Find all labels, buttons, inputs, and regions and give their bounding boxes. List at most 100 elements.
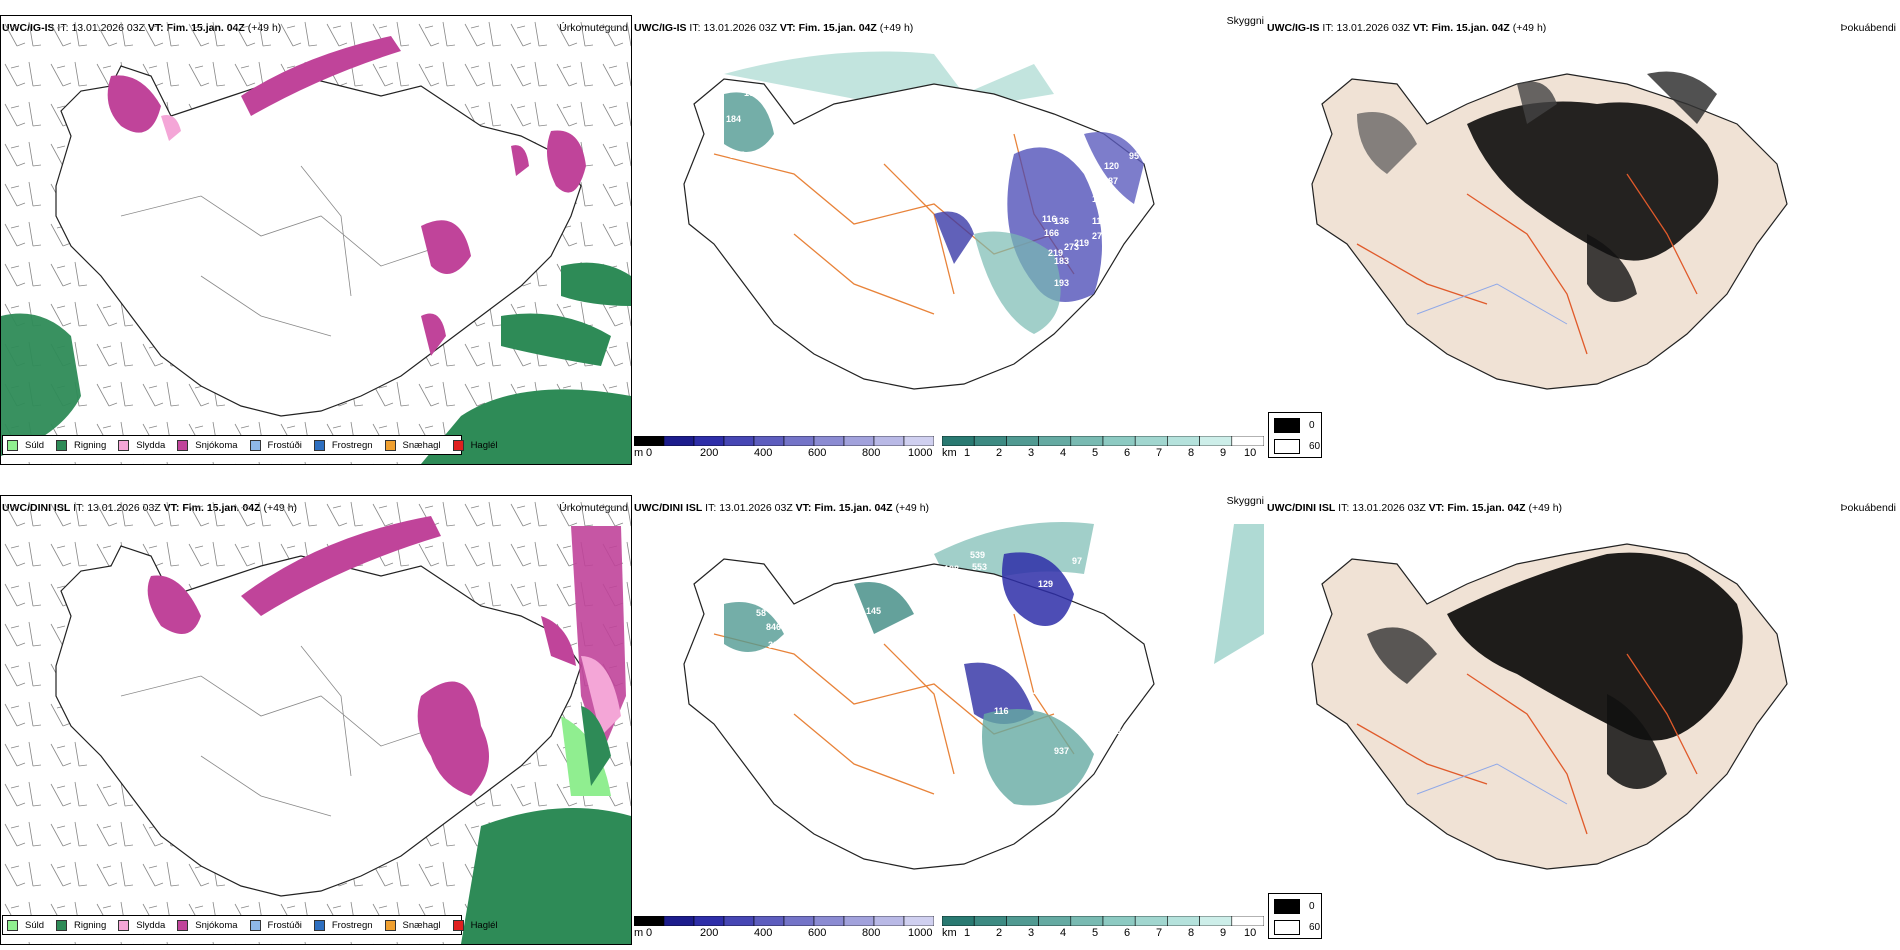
precip-type-map-1[interactable] — [0, 15, 632, 465]
tick: 400 — [754, 447, 773, 459]
colorbar-swatch — [813, 916, 845, 926]
panel-title-cloudbase-2: Skyggni — [1226, 495, 1264, 507]
station-label: 705 — [1064, 692, 1079, 702]
station-label: 451 — [1129, 136, 1144, 146]
fog-map-2[interactable] — [1267, 514, 1900, 909]
snow-area — [241, 36, 401, 116]
station-label: 110 — [1092, 588, 1107, 598]
colorbar-swatch — [903, 916, 934, 926]
legend-item-frostudi: Frostúði — [249, 919, 302, 931]
colorbar-swatch — [843, 436, 875, 446]
station-label: 203 — [924, 568, 939, 578]
colorbar-swatch — [753, 436, 785, 446]
colorbar-swatch — [723, 436, 755, 446]
header-fog-1: UWC/IG-IS IT: 13.01.2026 03Z VT: Fim. 15… — [1267, 22, 1547, 34]
colorbar-swatch — [1006, 916, 1039, 926]
fog-map-1[interactable] — [1267, 34, 1900, 429]
visibility-unit: km — [942, 927, 957, 939]
cloudbase-map-1[interactable]: 16 263 184 92 190 451 95 120 116 136 164… — [634, 34, 1264, 429]
colorbar-swatch — [1134, 436, 1168, 446]
cloudbase-colorbar-1: m 0 200 400 600 800 1000 — [634, 436, 934, 466]
tick: 1 — [964, 927, 971, 939]
cloudbase-map-2[interactable]: 97 129 203 198 539 553 520 110 145 846 3… — [634, 514, 1264, 909]
tick: 5 — [1092, 447, 1099, 459]
fog-legend-item-0: 0 — [1274, 899, 1315, 914]
tick: 4 — [1060, 927, 1067, 939]
tick: 0 — [646, 927, 653, 939]
cloudbase-colorbar-2: m 0 200 400 600 800 1000 — [634, 916, 934, 946]
tick: 9 — [1220, 447, 1227, 459]
colorbar-swatch — [813, 436, 845, 446]
tick: 8 — [1188, 447, 1195, 459]
station-label: 553 — [972, 562, 987, 572]
tick: 1000 — [908, 927, 933, 939]
legend-item-frostregn: Frostregn — [313, 919, 373, 931]
station-label: 174 — [1174, 616, 1189, 626]
tick: 6 — [1124, 447, 1131, 459]
tick: 800 — [862, 447, 881, 459]
fog-area — [1447, 552, 1743, 741]
precip-legend-1: Súld Rigning Slydda Snjókoma Frostúði Fr… — [2, 435, 498, 455]
station-label: 184 — [726, 114, 741, 124]
tick: 5 — [1092, 927, 1099, 939]
station-label: 77 — [950, 672, 960, 682]
station-label: 95 — [1129, 151, 1139, 161]
station-label: 190 — [1104, 118, 1119, 128]
tick: 6 — [1124, 927, 1131, 939]
tick: 4 — [1060, 447, 1067, 459]
colorbar-swatch — [693, 916, 725, 926]
station-label: 92 — [830, 121, 840, 131]
legend-item-sudl: Súld — [7, 439, 44, 451]
colorbar-swatch — [783, 436, 815, 446]
station-label: 164 — [1092, 194, 1107, 204]
station-label: 198 — [944, 564, 959, 574]
tick: 600 — [808, 927, 827, 939]
colorbar-swatch — [1102, 436, 1136, 446]
cloudbase-area — [1002, 552, 1074, 626]
station-labels-2: 97 129 203 198 539 553 520 110 145 846 3… — [756, 550, 1189, 760]
tick: 1 — [964, 447, 971, 459]
tick: 1000 — [908, 447, 933, 459]
colorbar-swatch — [1231, 916, 1264, 926]
station-label: 384 — [768, 640, 783, 650]
station-labels-1: 16 263 184 92 190 451 95 120 116 136 164… — [726, 88, 1144, 288]
visibility-colorbar-swatches — [942, 916, 1264, 926]
legend-item-hagel: Haglél — [452, 919, 498, 931]
station-label: 846 — [766, 622, 781, 632]
rain-area — [461, 808, 631, 944]
visibility-colorbar-1: km 1 2 3 4 5 6 7 8 9 10 — [942, 436, 1264, 466]
colorbar-swatch — [942, 436, 975, 446]
tick: 8 — [1188, 927, 1195, 939]
station-label: 120 — [1104, 161, 1119, 171]
panel-title-fog-2: Þokuábendi — [1840, 502, 1896, 514]
colorbar-swatch — [1102, 916, 1136, 926]
legend-item-rigning: Rigning — [56, 919, 106, 931]
legend-item-snjokoma: Snjókoma — [177, 919, 238, 931]
station-label: 112 — [1092, 216, 1107, 226]
station-label: 219 — [1074, 238, 1089, 248]
header-cloudbase-2: UWC/DINI ISL IT: 13.01.2026 03Z VT: Fim.… — [634, 502, 930, 514]
station-label: 129 — [1038, 579, 1053, 589]
colorbar-swatch — [973, 916, 1007, 926]
tick: 3 — [1028, 927, 1035, 939]
station-label: 166 — [1044, 228, 1059, 238]
station-label: 87 — [1108, 176, 1118, 186]
colorbar-swatch — [903, 436, 934, 446]
panel-title-fog-1: Þokuábendi — [1840, 22, 1896, 34]
road-network — [1356, 173, 1698, 355]
legend-item-hagel: Haglél — [452, 439, 498, 451]
tick: 0 — [646, 447, 653, 459]
fog-legend-item-60: 60 — [1274, 439, 1320, 454]
station-label: 97 — [1072, 556, 1082, 566]
precip-type-map-2[interactable] — [0, 495, 632, 945]
snow-area — [241, 516, 441, 616]
tick: 10 — [1244, 447, 1257, 459]
fog-legend-item-60: 60 — [1274, 920, 1320, 935]
tick: 7 — [1156, 927, 1163, 939]
legend-item-frostregn: Frostregn — [313, 439, 373, 451]
colorbar-swatch — [1167, 436, 1200, 446]
fog-legend-1: 0 60 — [1268, 412, 1322, 458]
colorbar-swatch — [693, 436, 725, 446]
precip-legend-2: Súld Rigning Slydda Snjókoma Frostúði Fr… — [2, 915, 498, 935]
legend-item-frostudi: Frostúði — [249, 439, 302, 451]
